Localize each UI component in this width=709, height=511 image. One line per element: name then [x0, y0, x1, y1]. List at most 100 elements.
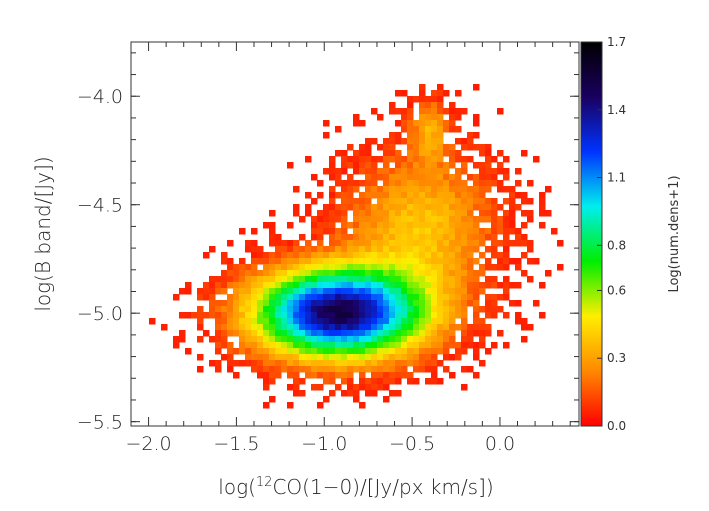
density-cell — [431, 168, 438, 175]
density-cell — [335, 216, 342, 223]
density-cell — [473, 192, 480, 199]
density-cell — [269, 396, 276, 403]
density-cell — [215, 306, 222, 313]
density-cell — [443, 234, 450, 241]
density-cell — [239, 306, 246, 313]
density-cell — [491, 240, 498, 247]
density-cell — [389, 324, 396, 331]
density-cell — [425, 102, 432, 109]
density-cell — [263, 288, 270, 295]
density-cell — [485, 198, 492, 205]
density-cell — [245, 282, 252, 289]
density-cell — [263, 222, 270, 229]
density-cell — [425, 114, 432, 121]
density-cell — [365, 360, 372, 367]
density-cell — [407, 138, 414, 145]
density-cell — [449, 252, 456, 259]
density-cell — [419, 156, 426, 163]
density-cell — [323, 258, 330, 265]
density-cell — [383, 378, 390, 385]
density-cell — [365, 258, 372, 265]
density-cell — [353, 216, 360, 223]
density-cell — [257, 246, 264, 253]
density-cell — [221, 318, 228, 325]
density-cell — [329, 324, 336, 331]
density-cell — [353, 246, 360, 253]
density-cell — [413, 228, 420, 235]
density-cell — [461, 222, 468, 229]
density-cell — [317, 282, 324, 289]
density-cell — [485, 276, 492, 283]
density-cell — [341, 168, 348, 175]
density-cell — [269, 312, 276, 319]
density-cell — [287, 312, 294, 319]
density-cell — [431, 252, 438, 259]
density-cell — [395, 138, 402, 145]
density-cell — [359, 360, 366, 367]
density-cell — [377, 384, 384, 391]
density-cell — [425, 222, 432, 229]
density-cell — [359, 300, 366, 307]
density-cell — [251, 252, 258, 259]
density-cell — [479, 234, 486, 241]
density-cell — [197, 294, 204, 301]
density-cell — [269, 360, 276, 367]
density-cell — [377, 204, 384, 211]
density-cell — [539, 222, 546, 229]
density-cell — [401, 186, 408, 193]
density-cell — [479, 192, 486, 199]
density-cell — [419, 300, 426, 307]
density-cell — [281, 360, 288, 367]
density-cell — [413, 270, 420, 277]
density-cell — [365, 156, 372, 163]
density-cell — [299, 348, 306, 355]
density-cell — [245, 330, 252, 337]
density-cell — [371, 276, 378, 283]
density-cell — [383, 138, 390, 145]
density-cell — [425, 96, 432, 103]
density-cell — [311, 198, 318, 205]
density-cell — [443, 108, 450, 115]
density-cell — [299, 216, 306, 223]
density-cell — [473, 240, 480, 247]
density-cell — [401, 216, 408, 223]
density-cell — [443, 324, 450, 331]
density-cell — [221, 282, 228, 289]
density-cell — [527, 180, 534, 187]
density-cell — [437, 150, 444, 157]
density-cell — [449, 126, 456, 133]
density-cell — [359, 180, 366, 187]
density-cell — [293, 318, 300, 325]
density-cell — [305, 312, 312, 319]
density-cell — [425, 288, 432, 295]
density-cell — [425, 246, 432, 253]
density-cell — [383, 192, 390, 199]
density-cell — [329, 390, 336, 397]
density-cell — [311, 372, 318, 379]
density-cell — [401, 108, 408, 115]
density-cell — [311, 324, 318, 331]
density-cell — [353, 300, 360, 307]
density-cell — [407, 354, 414, 361]
density-cell — [377, 174, 384, 181]
density-cell — [407, 174, 414, 181]
density-cell — [431, 336, 438, 343]
density-cell — [491, 180, 498, 187]
density-cell — [425, 240, 432, 247]
density-cell — [353, 270, 360, 277]
density-cell — [425, 216, 432, 223]
density-cell — [317, 228, 324, 235]
density-cell — [515, 180, 522, 187]
density-cell — [347, 162, 354, 169]
density-cell — [365, 186, 372, 193]
density-cell — [335, 150, 342, 157]
density-cell — [407, 372, 414, 379]
density-cell — [341, 228, 348, 235]
density-cell — [293, 270, 300, 277]
density-cell — [209, 288, 216, 295]
density-cell — [347, 192, 354, 199]
density-cell — [365, 354, 372, 361]
density-cell — [431, 330, 438, 337]
density-cell — [413, 126, 420, 133]
density-cell — [503, 252, 510, 259]
